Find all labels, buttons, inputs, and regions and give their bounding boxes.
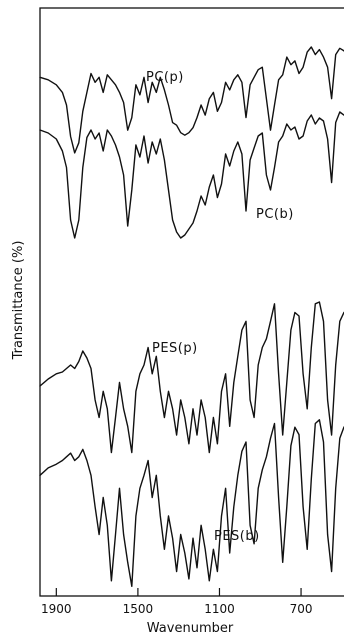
spectrum-line-0 (39, 46, 344, 154)
spectrum-line-1 (39, 111, 344, 239)
x-tick-label-0: 1900 (41, 602, 72, 616)
x-tick-label-2: 1100 (204, 602, 235, 616)
series-label-1: PC(b) (256, 207, 294, 222)
traces-layer (39, 46, 344, 587)
x-tick-label-3: 700 (290, 602, 313, 616)
x-ticks-layer: 1900 1500 1100 700 (41, 588, 313, 616)
series-label-0: PC(p) (146, 70, 184, 85)
series-label-3: PES(b) (214, 529, 260, 544)
series-labels-layer: PC(p) PC(b) PES(p) PES(b) (146, 70, 294, 544)
spectrum-line-3 (39, 419, 344, 587)
plot-frame (39, 7, 344, 597)
series-label-2: PES(p) (152, 341, 198, 356)
spectrum-line-2 (39, 301, 344, 454)
x-axis-label: Wavenumber (147, 621, 234, 636)
y-axis-label: Transmittance (%) (11, 241, 26, 361)
x-tick-label-1: 1500 (123, 602, 154, 616)
